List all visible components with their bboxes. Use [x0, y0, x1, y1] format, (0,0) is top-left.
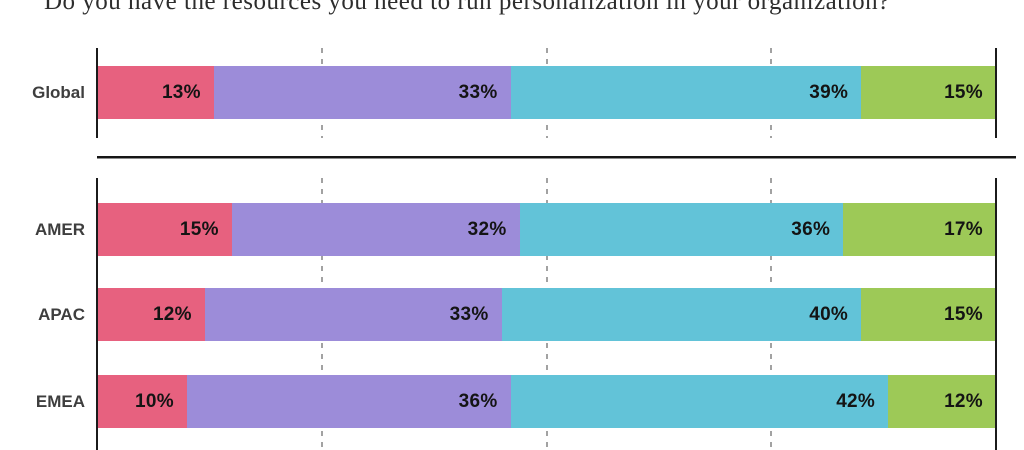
stacked-bar-amer: 15% 32% 36% 17%: [97, 203, 996, 256]
chart-regions: AMER APAC EMEA 15% 32% 36% 17% 12% 33% 40% 15% 10%…: [0, 178, 1024, 450]
segment-value-label: 10%: [134, 390, 174, 412]
row-labels-global: Global: [0, 48, 85, 138]
chart-divider: [97, 156, 1016, 159]
bar-segment-series-1: 10%: [97, 375, 187, 428]
segment-value-label: 32%: [467, 218, 507, 240]
segment-value-label: 33%: [449, 303, 489, 325]
segment-value-label: 42%: [836, 390, 876, 412]
row-label-global: Global: [32, 83, 85, 102]
bar-segment-series-2: 33%: [204, 288, 502, 341]
row-label-apac: APAC: [38, 305, 85, 324]
bar-segment-series-4: 17%: [843, 203, 996, 256]
bar-segment-series-2: 32%: [231, 203, 520, 256]
segment-value-label: 12%: [944, 390, 983, 412]
bar-segment-series-4: 15%: [861, 288, 996, 341]
segment-value-label: 15%: [944, 81, 983, 103]
segment-value-label: 39%: [809, 81, 849, 103]
bar-segment-series-3: 39%: [510, 66, 862, 119]
segment-value-label: 15%: [179, 218, 219, 240]
right-boundary-line: [995, 48, 997, 138]
segment-value-label: 17%: [944, 218, 983, 240]
segment-value-label: 40%: [809, 303, 849, 325]
bar-segment-series-4: 15%: [861, 66, 996, 119]
stacked-bar-global: 13% 33% 39% 15%: [97, 66, 996, 119]
stacked-bar-emea: 10% 36% 42% 12%: [97, 375, 996, 428]
bar-segment-series-2: 33%: [213, 66, 511, 119]
bar-segment-series-1: 13%: [97, 66, 214, 119]
segment-value-label: 13%: [161, 81, 201, 103]
bar-segment-series-3: 36%: [519, 203, 844, 256]
bar-segment-series-1: 12%: [97, 288, 205, 341]
y-axis-line: [96, 48, 98, 138]
stacked-bar-apac: 12% 33% 40% 15%: [97, 288, 996, 341]
row-label-emea: EMEA: [35, 392, 85, 411]
segment-value-label: 33%: [458, 81, 498, 103]
bar-segment-series-3: 40%: [501, 288, 862, 341]
plot-area-global: 13% 33% 39% 15%: [96, 48, 997, 138]
segment-value-label: 15%: [944, 303, 983, 325]
y-axis-line: [96, 178, 98, 450]
bar-segment-series-4: 12%: [888, 375, 996, 428]
bar-segment-series-3: 42%: [510, 375, 889, 428]
segment-value-label: 36%: [791, 218, 831, 240]
chart-global: Global 13% 33% 39% 15%: [0, 48, 1024, 138]
bar-segment-series-2: 36%: [186, 375, 511, 428]
row-label-amer: AMER: [34, 220, 85, 239]
segment-value-label: 36%: [458, 390, 498, 412]
plot-area-regions: 15% 32% 36% 17% 12% 33% 40% 15% 10% 36% 42% 12%: [96, 178, 997, 450]
segment-value-label: 12%: [152, 303, 192, 325]
right-boundary-line: [995, 178, 997, 450]
bar-segment-series-1: 15%: [97, 203, 232, 256]
chart-title: Do you have the resources you need to ru…: [44, 0, 890, 15]
row-labels-regions: AMER APAC EMEA: [0, 178, 85, 450]
